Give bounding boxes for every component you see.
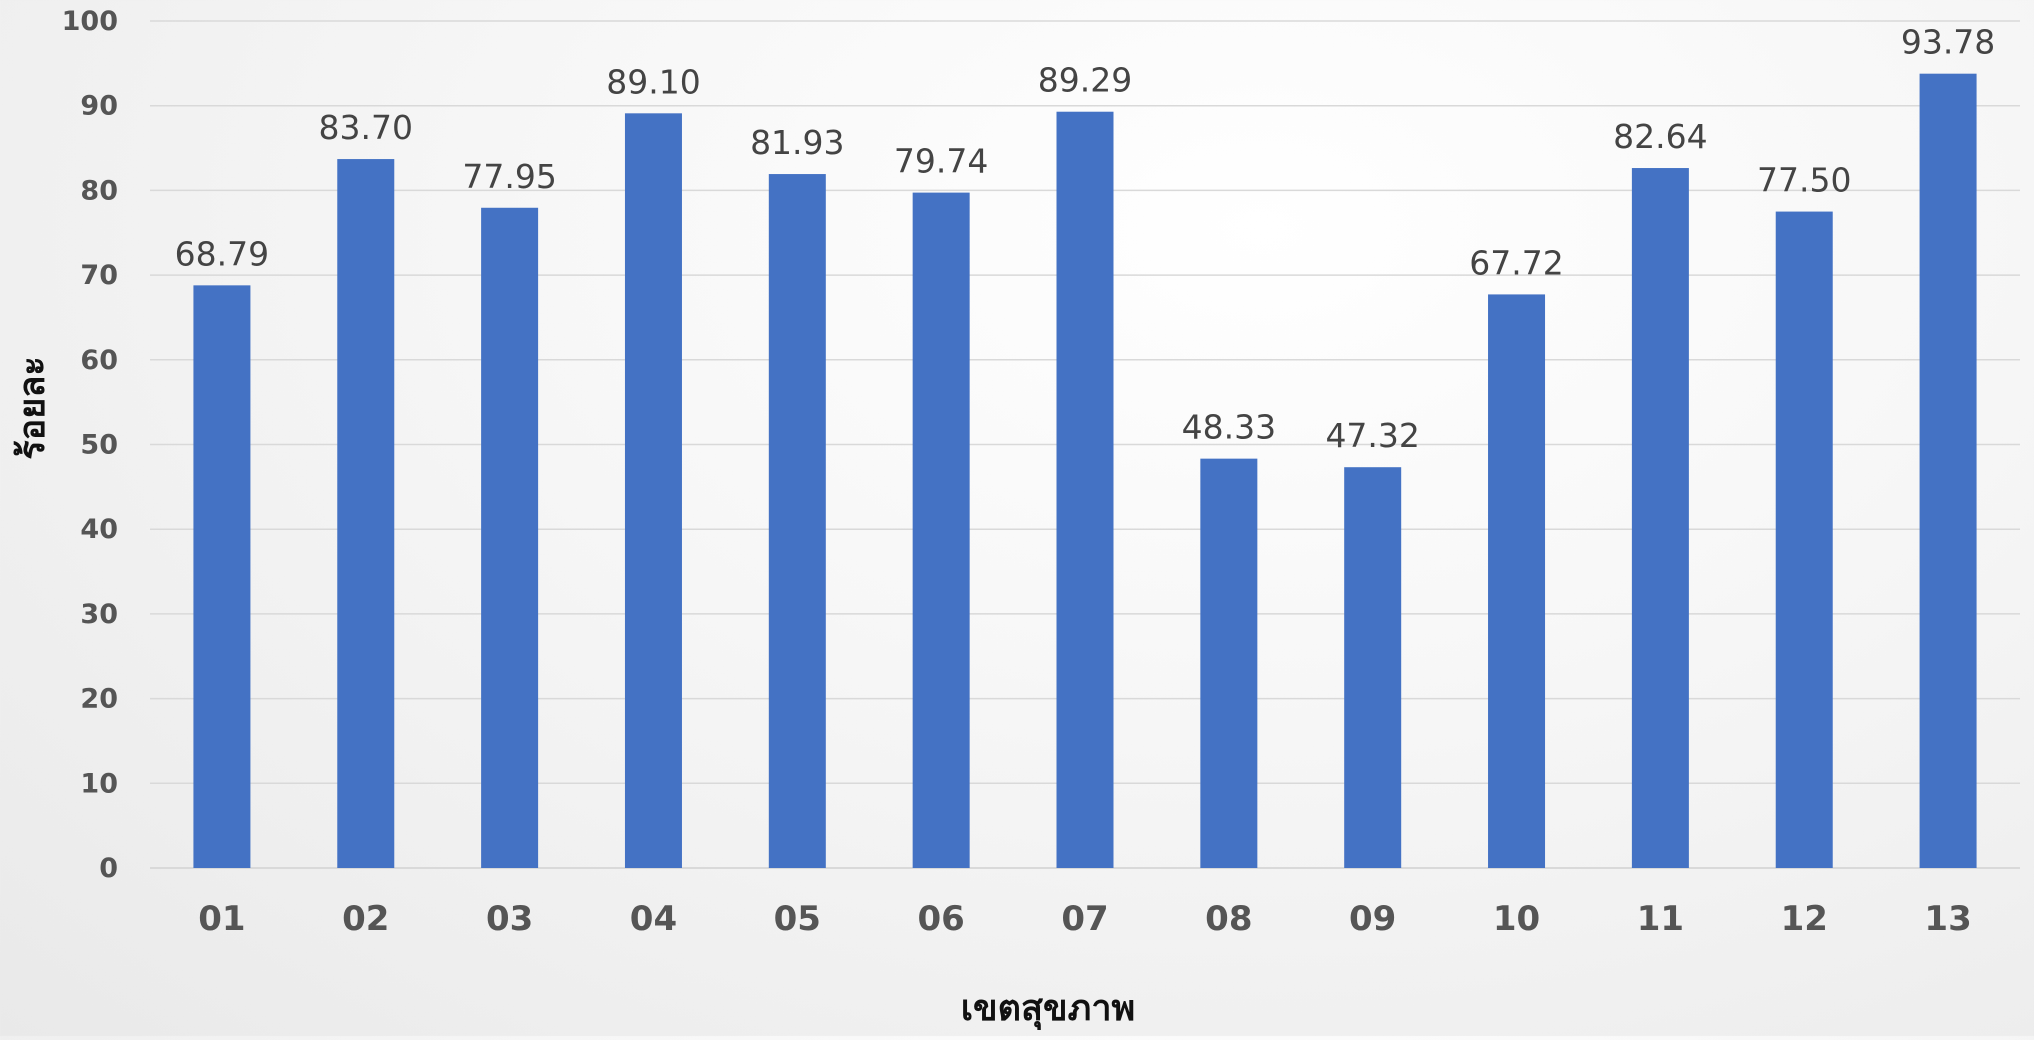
x-tick-label: 10	[1493, 899, 1540, 939]
x-tick-label: 11	[1637, 899, 1684, 939]
data-label: 89.10	[606, 62, 700, 101]
x-tick-label: 01	[198, 899, 245, 939]
data-label: 79.74	[894, 142, 988, 181]
x-tick-label: 09	[1349, 899, 1396, 939]
y-tick-label: 10	[80, 768, 118, 799]
y-tick-label: 20	[80, 684, 118, 715]
y-tick-label: 0	[99, 853, 118, 884]
data-label: 47.32	[1325, 416, 1419, 455]
x-tick-label: 08	[1205, 899, 1252, 939]
x-tick-label: 04	[630, 899, 677, 939]
y-tick-label: 80	[80, 175, 118, 206]
x-tick-label: 05	[774, 899, 821, 939]
y-tick-label: 100	[62, 6, 118, 37]
bar	[1056, 111, 1114, 869]
x-tick-label: 13	[1924, 899, 1971, 939]
bar	[1631, 168, 1689, 869]
bar	[912, 192, 970, 869]
x-tick-label: 03	[486, 899, 533, 939]
data-label: 93.78	[1901, 23, 1995, 62]
data-label: 77.50	[1757, 161, 1851, 200]
data-label: 77.95	[462, 157, 556, 196]
data-label: 67.72	[1469, 243, 1563, 282]
bar	[1200, 458, 1258, 868]
y-axis-title: ร้อยละ	[12, 356, 53, 459]
bar	[768, 174, 826, 868]
data-label: 68.79	[175, 234, 269, 273]
y-tick-label: 50	[80, 430, 118, 461]
bar	[1919, 73, 1977, 868]
y-tick-label: 70	[80, 260, 118, 291]
x-axis-title: เขตสุขภาพ	[961, 988, 1136, 1031]
data-label: 83.70	[319, 108, 413, 147]
data-labels: 68.79 83.70 77.95 89.10 81.93 79.74 89.29 48.33…	[175, 23, 1996, 456]
y-tick-label: 90	[80, 91, 118, 122]
x-axis-ticks: 01 02 03 04 05 06 07 08 09 10 11 12 13	[198, 899, 1971, 939]
x-tick-label: 07	[1061, 899, 1108, 939]
y-tick-label: 60	[80, 345, 118, 376]
data-label: 89.29	[1038, 61, 1132, 100]
bar	[337, 159, 395, 868]
x-tick-label: 02	[342, 899, 389, 939]
y-axis-ticks: 0 10 20 30 40 50 60 70 80 90 100	[62, 6, 118, 884]
data-label: 82.64	[1613, 117, 1707, 156]
x-tick-label: 12	[1781, 899, 1828, 939]
y-tick-label: 40	[80, 514, 118, 545]
x-tick-label: 06	[917, 899, 964, 939]
bar	[1775, 211, 1833, 868]
bar	[193, 285, 251, 868]
bars	[193, 73, 1977, 869]
bar	[1344, 467, 1402, 868]
data-label: 81.93	[750, 123, 844, 162]
y-tick-label: 30	[80, 599, 118, 630]
bar	[1488, 294, 1546, 868]
data-label: 48.33	[1182, 408, 1276, 447]
bar	[481, 207, 539, 869]
bar	[624, 113, 682, 868]
